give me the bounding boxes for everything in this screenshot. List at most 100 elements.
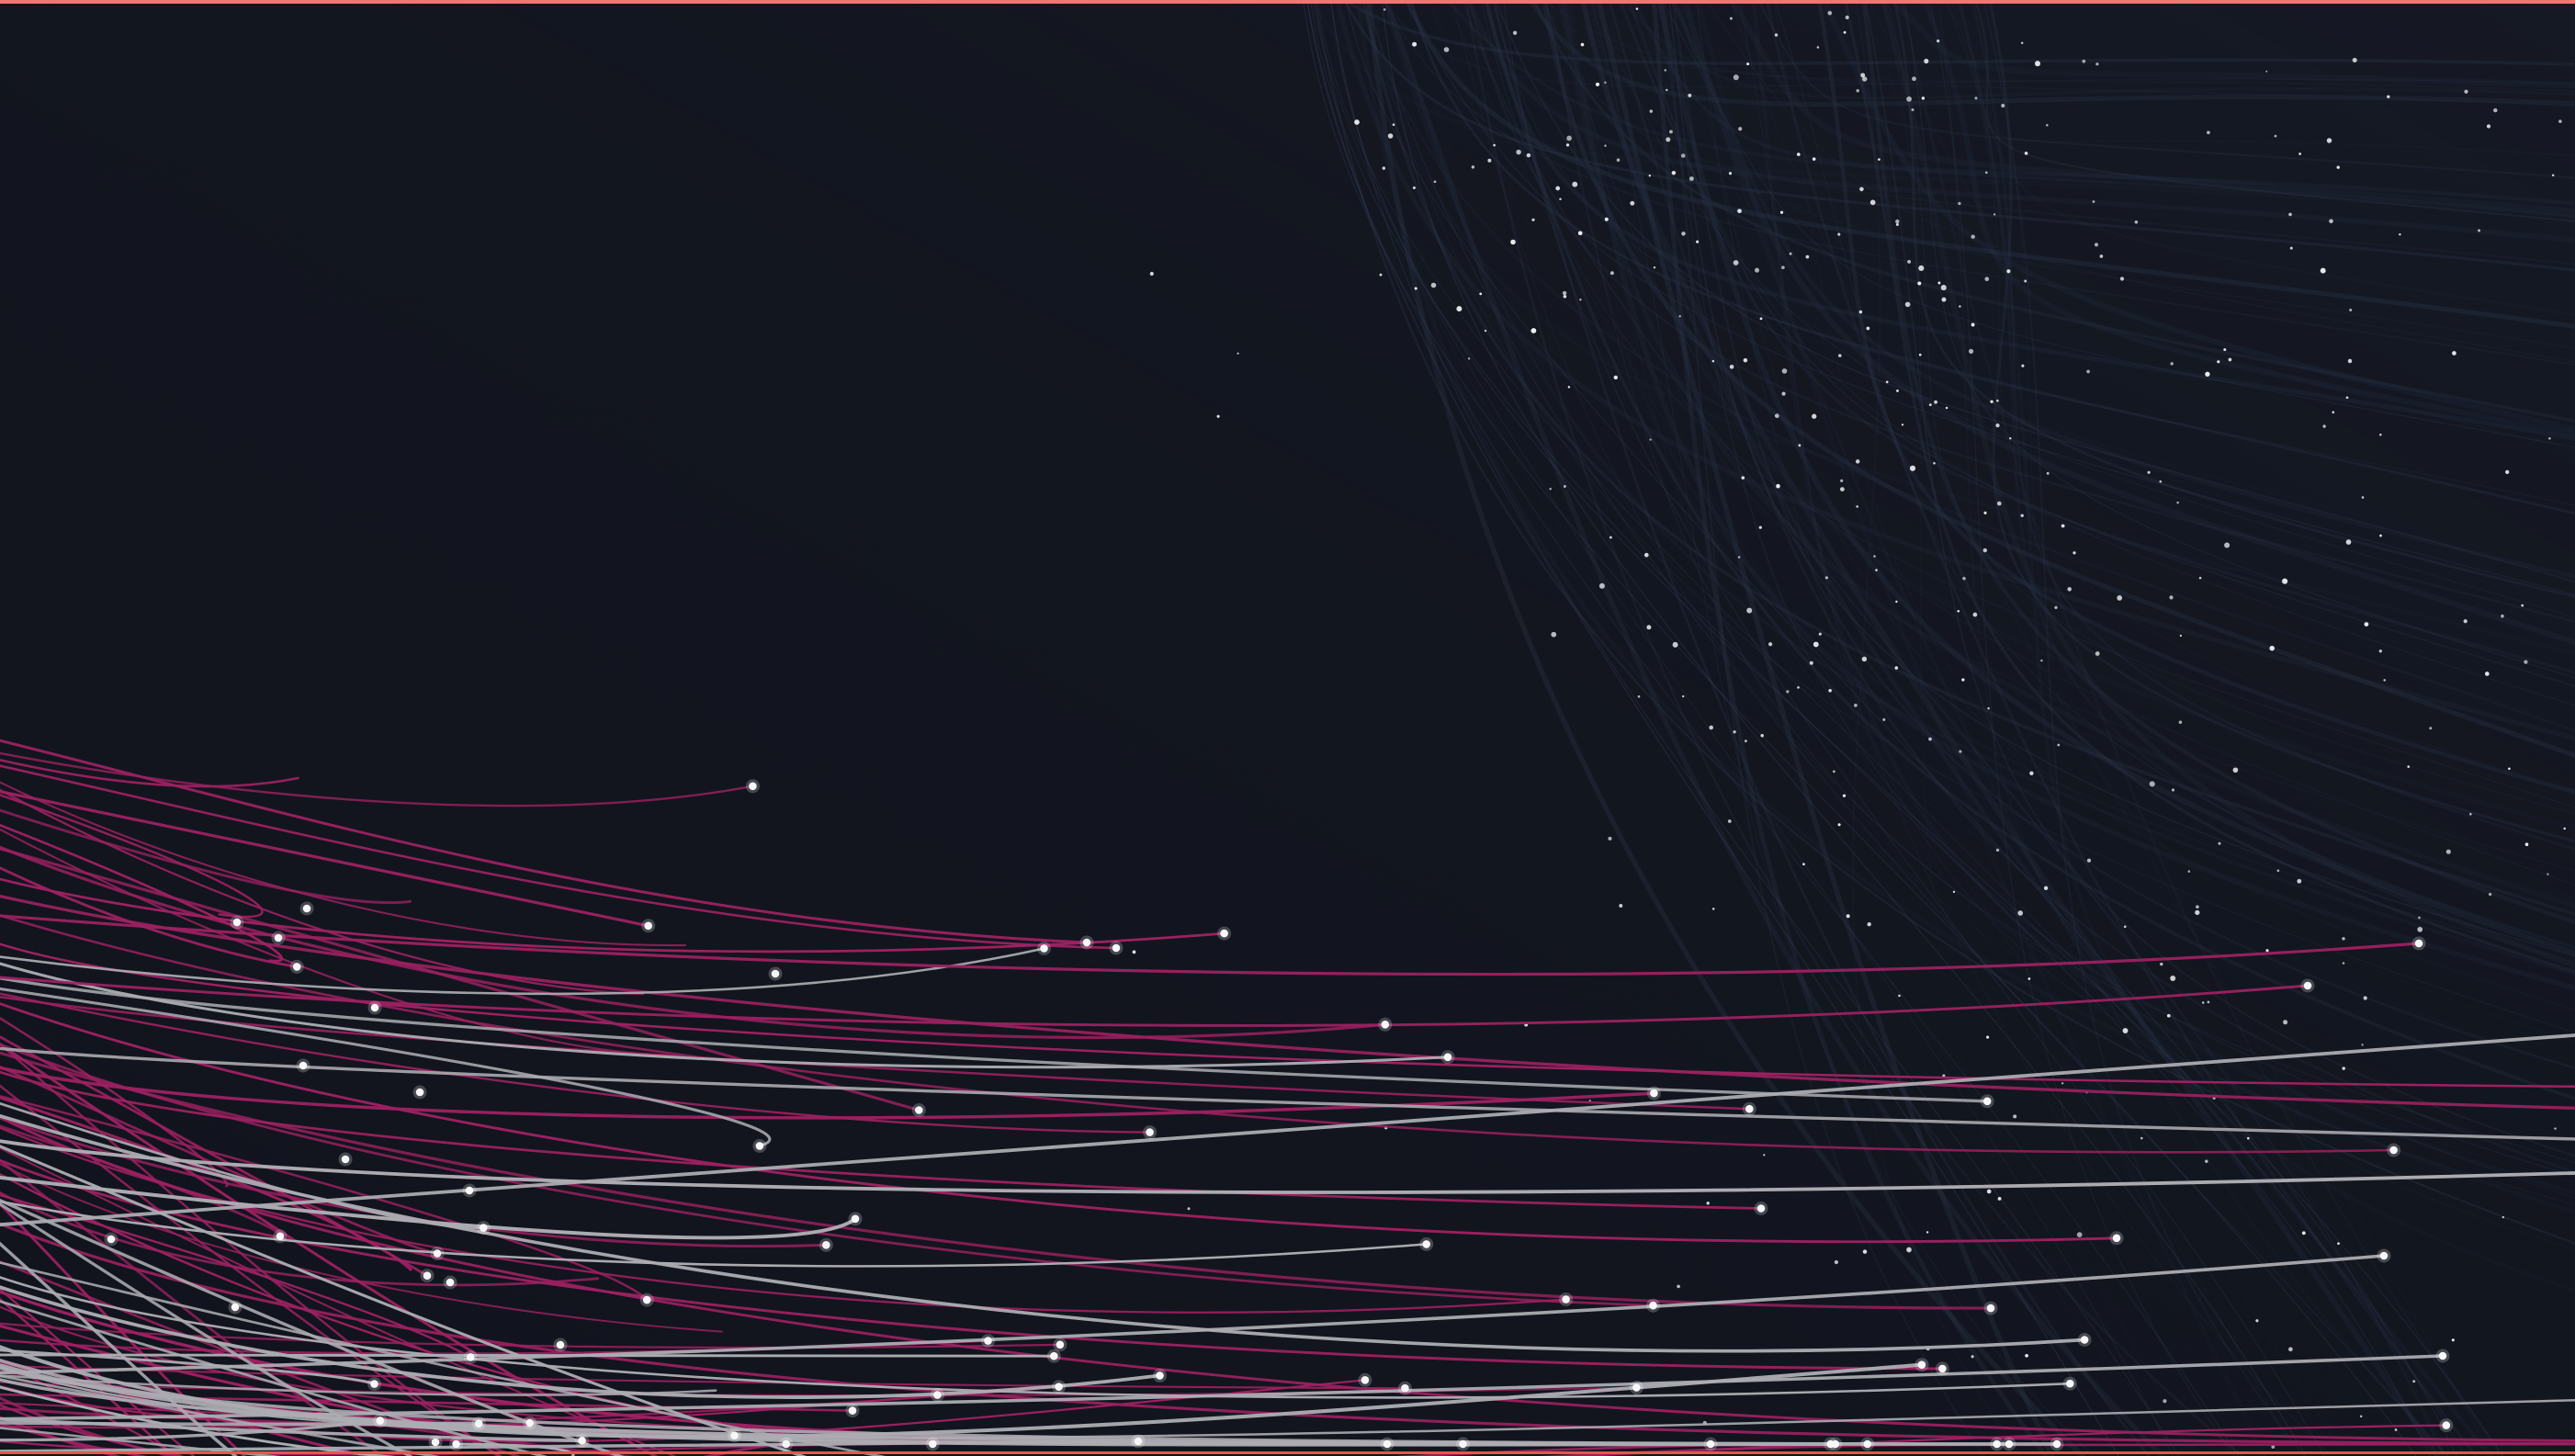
star-dot [1487, 158, 1492, 163]
star-dot [2349, 309, 2353, 311]
magenta-main-trail [0, 790, 650, 928]
trail-end-dot [1831, 1439, 1840, 1449]
dark-stream-curve [1867, 0, 2575, 451]
star-dot [2122, 1028, 2129, 1033]
star-dot [2417, 926, 2423, 932]
star-dot [2429, 727, 2433, 730]
trail-end-dot [2005, 1439, 2014, 1449]
trail-end-dot [433, 1249, 442, 1258]
trail-end-dot [446, 1278, 455, 1287]
star-dot [1551, 631, 1557, 638]
star-dot [2505, 469, 2510, 475]
star-dot [1563, 295, 1567, 299]
star-dot [1866, 326, 1870, 331]
gray-main-trail [0, 1175, 857, 1240]
dark-stream-curve [1619, 0, 2575, 100]
star-dot [1860, 73, 1866, 78]
trail-end-dot [848, 1406, 857, 1415]
star-dot [1774, 413, 1779, 419]
dark-stream-curve [1604, 0, 2575, 571]
star-dot [2072, 551, 2076, 555]
trail-end-dot [292, 963, 301, 971]
featured-trail [0, 1033, 2575, 1227]
star-dot [2228, 357, 2232, 362]
star-dot [1382, 166, 1386, 170]
dark-stream-curve [1357, 0, 2575, 733]
trail-end-dot [1082, 938, 1091, 947]
star-dot [2484, 672, 2490, 676]
star-dot [2548, 436, 2551, 440]
star-dot [1758, 525, 1762, 529]
star-dot [1797, 152, 1801, 156]
dark-stream-curve [1549, 0, 2575, 964]
star-dot [1779, 210, 1784, 214]
star-dot [2326, 138, 2332, 143]
star-dot [1802, 863, 1805, 866]
star-dot [2169, 595, 2174, 600]
star-dot [1827, 10, 1833, 16]
star-dot [1635, 7, 1639, 10]
dark-stream-curve [1531, 0, 2575, 423]
trail-end-dot [274, 933, 283, 942]
dark-stream-curve [1942, 0, 2575, 157]
trail-end-dot [1422, 1240, 1430, 1248]
star-dot [2024, 152, 2028, 155]
star-dot [1862, 1249, 1868, 1254]
trail-end-dot [1383, 1439, 1392, 1449]
magenta-main-trail [0, 1066, 1656, 1120]
star-dot [1412, 41, 1417, 47]
trail-end-dot [431, 1438, 440, 1447]
star-dot [2207, 130, 2210, 135]
star-dot [2171, 788, 2175, 792]
star-dot [2247, 1136, 2250, 1140]
star-dot [1971, 234, 1975, 239]
star-dot [1962, 576, 1966, 581]
star-dot [2486, 124, 2491, 129]
star-dot [1781, 391, 1786, 396]
star-dot [1982, 547, 1988, 553]
dark-stream-curve [1751, 0, 2575, 1195]
trail-end-dot [276, 1232, 285, 1241]
gray-steep-trail [0, 1145, 808, 1456]
dark-streams-layer [1303, 0, 2575, 1456]
star-dot [1709, 725, 1713, 730]
trail-end-dot [771, 969, 780, 978]
star-dot [1678, 315, 1681, 318]
dark-stream-curve [1366, 0, 2449, 1456]
star-dot [1918, 353, 1922, 356]
dark-stream-curve [1327, 0, 2192, 1456]
star-dot [1969, 348, 1974, 354]
star-dot [2288, 1347, 2293, 1352]
dark-stream-curve [1937, 0, 2575, 1250]
star-dot [2013, 1114, 2017, 1119]
trail-end-dot [1361, 1376, 1370, 1384]
star-dot [1763, 1154, 1766, 1157]
star-dot [1855, 459, 1860, 464]
dark-stream-curve [1369, 0, 2575, 656]
gray-steep-trail [0, 1427, 282, 1456]
star-dot [2201, 1001, 2205, 1004]
trail-end-dot [2052, 1439, 2061, 1449]
star-dot [1728, 172, 1733, 175]
star-dot [1906, 1247, 1912, 1253]
trail-end-dot [851, 1214, 860, 1224]
star-dot [1911, 107, 1914, 112]
star-dot [1727, 819, 1732, 823]
dark-stream-curve [1820, 0, 2575, 433]
star-dot [1682, 694, 1685, 698]
dark-stream-curve [1618, 0, 2575, 706]
star-dot [2057, 743, 2061, 747]
star-dot [1737, 556, 1741, 559]
star-dot [1711, 908, 1715, 910]
star-dot [1467, 357, 1471, 360]
dark-stream-curve [1627, 0, 2575, 674]
star-dot [1896, 389, 1899, 392]
star-dot [2076, 1232, 2083, 1237]
star-dot [1729, 17, 1733, 20]
star-dot [2123, 925, 2127, 929]
stream-edge-curve [1330, 0, 2180, 1456]
star-dot [2493, 107, 2498, 113]
star-dot [2451, 1338, 2455, 1342]
star-dot [1733, 260, 1739, 265]
dark-stream-curve [1816, 0, 2575, 795]
